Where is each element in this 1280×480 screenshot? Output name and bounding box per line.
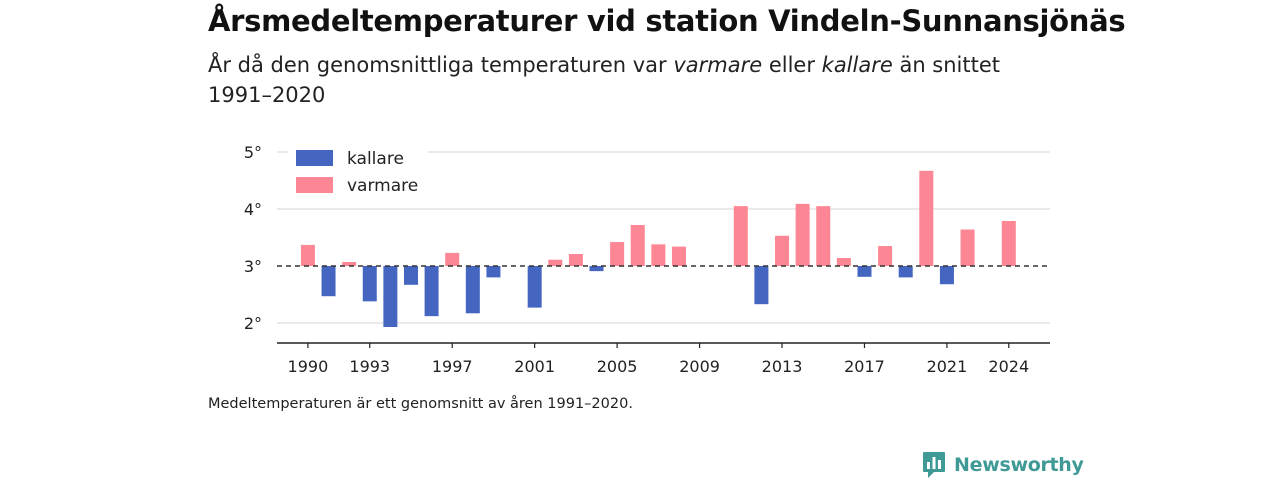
bar-kallare-2019 <box>898 266 913 278</box>
bar-kallare-2001 <box>527 266 542 308</box>
y-tick-label: 4° <box>244 200 262 219</box>
bar-varmare-2024 <box>1001 220 1016 266</box>
x-tick-label: 1993 <box>349 357 390 376</box>
bar-varmare-2018 <box>878 246 893 266</box>
subtitle-kallare: kallare <box>821 53 893 77</box>
bar-kallare-1991 <box>321 266 336 297</box>
bar-varmare-2014 <box>795 203 810 266</box>
bar-kallare-1993 <box>362 266 377 302</box>
x-tick-label: 2024 <box>988 357 1029 376</box>
x-tick-label: 2005 <box>597 357 638 376</box>
chart-title: Årsmedeltemperaturer vid station Vindeln… <box>208 4 1126 38</box>
bar-varmare-2011 <box>733 206 748 266</box>
bar-varmare-2006 <box>630 224 645 266</box>
bar-varmare-2022 <box>960 229 975 266</box>
bar-kallare-1994 <box>383 266 398 327</box>
bar-varmare-2015 <box>816 206 831 266</box>
x-tick-label: 2001 <box>514 357 555 376</box>
bar-varmare-2002 <box>548 259 563 266</box>
subtitle-text: eller <box>762 53 822 77</box>
bar-varmare-2020 <box>919 170 934 266</box>
axes: 2° 3° 4° 5° 1990 1993 1997 2001 2005 2009 2013 2017… <box>244 143 1050 376</box>
bar-kallare-2021 <box>939 266 954 285</box>
newsworthy-logo-icon <box>923 452 945 478</box>
brand: Newsworthy <box>922 450 1084 480</box>
bar-varmare-2016 <box>836 258 851 266</box>
legend-swatch-kallare <box>296 150 333 166</box>
bar-kallare-1996 <box>424 266 439 317</box>
x-tick-label: 2013 <box>762 357 803 376</box>
brand-name: Newsworthy <box>954 454 1084 476</box>
bar-varmare-2007 <box>651 244 666 266</box>
bar-varmare-1992 <box>342 262 357 266</box>
x-tick-label: 2021 <box>927 357 968 376</box>
bar-kallare-1999 <box>486 266 501 278</box>
bar-kallare-2017 <box>857 266 872 277</box>
y-tick-label: 5° <box>244 143 262 162</box>
footnote: Medeltemperaturen är ett genomsnitt av å… <box>208 396 633 412</box>
chart-subtitle: År då den genomsnittliga temperaturen va… <box>208 50 1028 110</box>
bar-kallare-2012 <box>754 266 769 305</box>
subtitle-text: År då den genomsnittliga temperaturen va… <box>208 53 674 77</box>
bar-varmare-1997 <box>445 252 460 266</box>
legend-swatch-varmare <box>296 177 333 193</box>
bar-varmare-2003 <box>568 254 583 266</box>
bar-kallare-1995 <box>403 266 418 285</box>
x-tick-label: 2009 <box>679 357 720 376</box>
bar-kallare-2004 <box>589 266 604 272</box>
x-tick-label: 2017 <box>844 357 885 376</box>
bar-varmare-2005 <box>610 242 625 266</box>
bar-varmare-2013 <box>775 235 790 266</box>
bar-varmare-1990 <box>300 244 315 266</box>
x-tick-label: 1997 <box>432 357 473 376</box>
x-tick-label: 1990 <box>288 357 329 376</box>
bar-chart: 2° 3° 4° 5° 1990 1993 1997 2001 2005 2009 2013 2017… <box>243 140 1050 376</box>
subtitle-text: än snittet 1991–2020 <box>208 53 1001 107</box>
legend-label-kallare: kallare <box>347 149 404 169</box>
legend-label-varmare: varmare <box>347 176 418 196</box>
subtitle-varmare: varmare <box>673 53 763 77</box>
bar-kallare-1998 <box>465 266 480 314</box>
bar-varmare-2008 <box>671 246 686 266</box>
y-tick-label: 3° <box>244 257 262 276</box>
y-tick-label: 2° <box>244 314 262 333</box>
bars <box>300 170 1016 327</box>
legend: kallare varmare <box>288 140 428 202</box>
